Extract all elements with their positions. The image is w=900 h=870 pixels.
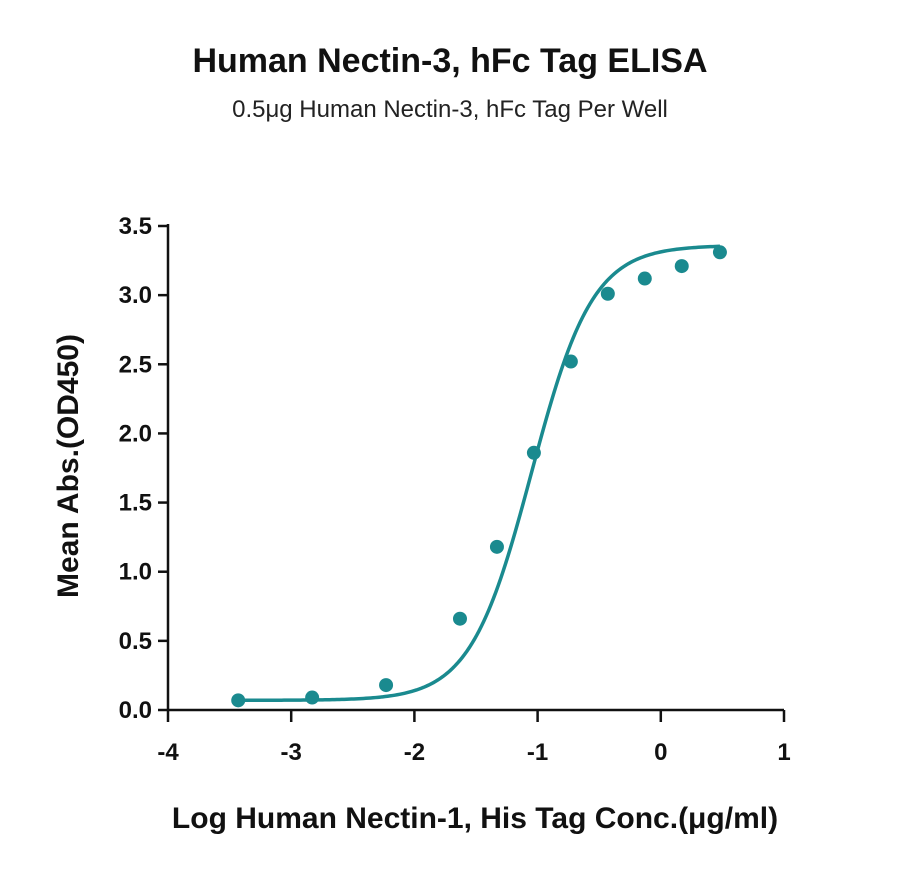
axes: [158, 224, 786, 722]
data-point: [305, 690, 320, 705]
y-tick-label: 3.5: [119, 213, 152, 240]
data-point: [231, 693, 246, 708]
fit-curve: [238, 244, 720, 703]
tick-labels-layer: 0.0 0.5 1.0 1.5 2.0 2.5 3.0 3.5 -4 -3 -2 -1 0 1: [119, 213, 791, 766]
x-axis-label: Log Human Nectin-1, His Tag Conc.(μg/ml): [172, 802, 778, 835]
x-tick-label: 0: [654, 739, 667, 766]
x-tick-label: 1: [777, 739, 790, 766]
chart-subtitle: 0.5μg Human Nectin-3, hFc Tag Per Well: [232, 96, 668, 123]
data-point: [674, 259, 689, 274]
data-point: [600, 286, 615, 301]
data-point: [452, 611, 467, 626]
fit-curve-layer: [238, 244, 720, 703]
data-point: [563, 354, 578, 369]
x-tick-label: -4: [157, 739, 179, 766]
y-tick-label: 0.0: [119, 697, 152, 724]
y-tick-label: 2.5: [119, 351, 152, 378]
y-tick-label: 2.0: [119, 420, 152, 447]
chart-title: Human Nectin-3, hFc Tag ELISA: [192, 42, 708, 80]
x-tick-label: -3: [281, 739, 302, 766]
x-tick-label: -2: [404, 739, 425, 766]
data-point: [526, 445, 541, 460]
y-axis-label: Mean Abs.(OD450): [52, 334, 85, 598]
y-tick-label: 0.5: [119, 628, 152, 655]
data-points-layer: [231, 245, 727, 708]
y-tick-label: 1.0: [119, 559, 152, 586]
data-point: [637, 271, 652, 286]
x-tick-label: -1: [527, 739, 548, 766]
data-point: [489, 539, 504, 554]
data-point: [712, 245, 727, 260]
y-tick-label: 1.5: [119, 490, 152, 517]
data-point: [379, 678, 394, 693]
y-tick-label: 3.0: [119, 282, 152, 309]
